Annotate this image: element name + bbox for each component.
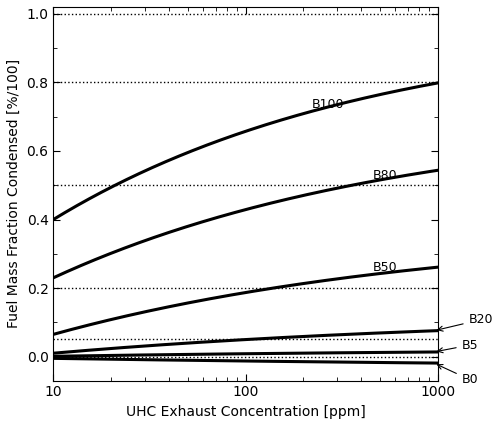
Text: B5: B5 bbox=[438, 339, 478, 353]
Text: B20: B20 bbox=[438, 313, 493, 331]
Text: B50: B50 bbox=[372, 261, 397, 274]
Text: B0: B0 bbox=[438, 365, 478, 386]
Text: B100: B100 bbox=[312, 98, 344, 110]
Text: B80: B80 bbox=[372, 169, 397, 182]
X-axis label: UHC Exhaust Concentration [ppm]: UHC Exhaust Concentration [ppm] bbox=[126, 405, 366, 419]
Y-axis label: Fuel Mass Fraction Condensed [%/100]: Fuel Mass Fraction Condensed [%/100] bbox=[7, 59, 21, 328]
